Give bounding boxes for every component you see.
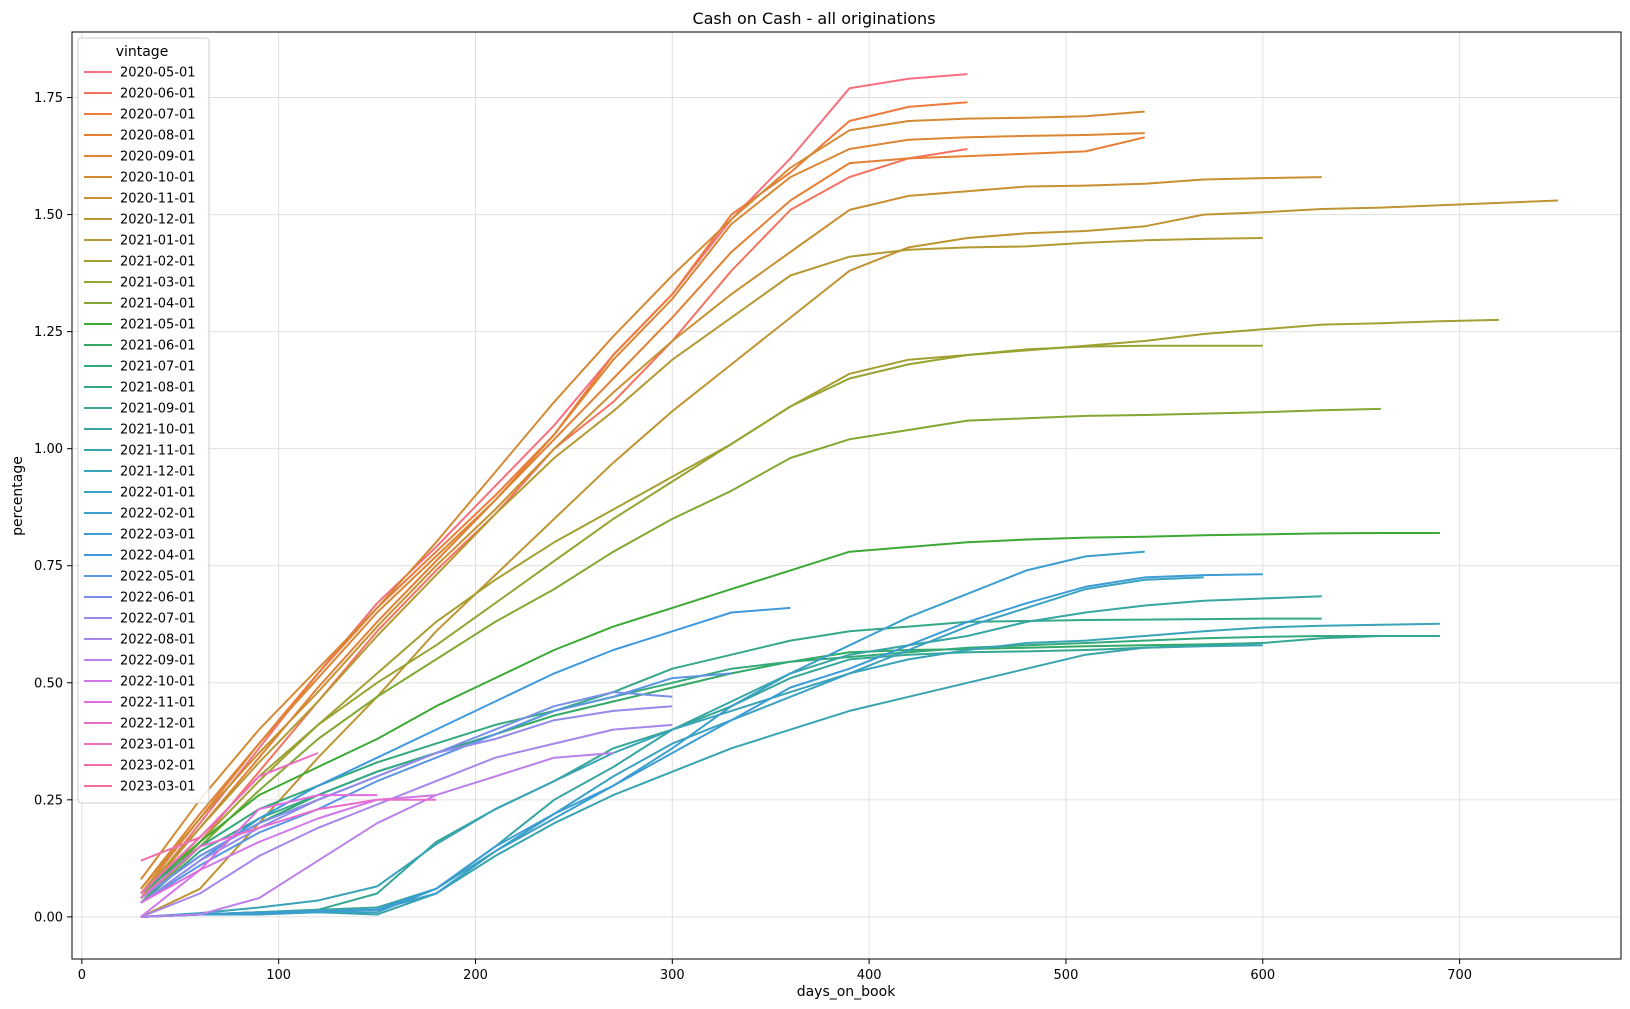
legend-title: vintage bbox=[116, 44, 169, 60]
series-line-2020-10-01 bbox=[140, 110, 1145, 880]
y-tick-label: 1.75 bbox=[34, 91, 63, 106]
legend-entry: 2022-05-01 bbox=[120, 570, 196, 585]
legend-entry: 2021-02-01 bbox=[120, 255, 196, 270]
series-line-2022-12-01 bbox=[140, 798, 437, 899]
series-layer bbox=[140, 73, 1559, 918]
x-axis-ticks: 0 100 200 300 400 500 600 700 bbox=[78, 959, 1472, 983]
y-axis-label: percentage bbox=[10, 456, 26, 536]
legend: vintage 2020-05-012020-06-012020-07-0120… bbox=[77, 37, 210, 804]
y-tick-label: 0.25 bbox=[34, 793, 63, 808]
legend-entry: 2022-11-01 bbox=[120, 696, 196, 711]
legend-entry: 2020-09-01 bbox=[120, 150, 196, 165]
legend-entry: 2022-01-01 bbox=[120, 486, 196, 501]
series-line-2021-04-01 bbox=[140, 407, 1381, 904]
y-tick-label: 0.00 bbox=[34, 910, 63, 925]
series-line-2021-02-01 bbox=[140, 318, 1500, 904]
grid-lines bbox=[72, 32, 1621, 959]
series-line-2023-01-01 bbox=[140, 752, 319, 895]
legend-entry: 2022-09-01 bbox=[120, 654, 196, 669]
series-line-2020-06-01 bbox=[140, 148, 968, 904]
series-line-2023-02-01 bbox=[140, 836, 201, 862]
series-line-2022-04-01 bbox=[140, 606, 791, 904]
legend-entry: 2021-07-01 bbox=[120, 360, 196, 375]
legend-entry: 2021-12-01 bbox=[120, 465, 196, 480]
legend-entry: 2022-04-01 bbox=[120, 549, 196, 564]
y-tick-label: 0.50 bbox=[34, 676, 63, 691]
legend-entry: 2022-08-01 bbox=[120, 633, 196, 648]
series-line-2022-11-01 bbox=[140, 794, 378, 904]
x-tick-label: 300 bbox=[660, 968, 685, 983]
legend-entry: 2021-04-01 bbox=[120, 297, 196, 312]
series-line-2021-12-01 bbox=[140, 622, 1440, 918]
y-tick-label: 0.75 bbox=[34, 559, 63, 574]
series-line-2022-08-01 bbox=[140, 723, 673, 918]
series-line-2021-09-01 bbox=[140, 635, 1440, 918]
series-line-2022-05-01 bbox=[140, 672, 732, 904]
legend-entry: 2022-12-01 bbox=[120, 717, 196, 732]
legend-entry: 2021-09-01 bbox=[120, 402, 196, 417]
legend-entry: 2020-07-01 bbox=[120, 108, 196, 123]
x-tick-label: 0 bbox=[78, 968, 86, 983]
legend-entry: 2021-01-01 bbox=[120, 234, 196, 249]
legend-entry: 2021-06-01 bbox=[120, 339, 196, 354]
series-line-2021-10-01 bbox=[140, 595, 1322, 918]
x-tick-label: 200 bbox=[463, 968, 488, 983]
series-line-2021-01-01 bbox=[140, 237, 1263, 895]
series-line-2020-09-01 bbox=[140, 132, 1145, 890]
legend-box bbox=[77, 37, 210, 804]
y-tick-label: 1.00 bbox=[34, 442, 63, 457]
chart-title: Cash on Cash - all originations bbox=[692, 9, 935, 28]
x-tick-label: 500 bbox=[1054, 968, 1079, 983]
legend-entry: 2022-10-01 bbox=[120, 675, 196, 690]
x-tick-label: 600 bbox=[1250, 968, 1275, 983]
y-axis-ticks: 0.00 0.25 0.50 0.75 1.00 1.25 1.50 1.75 bbox=[34, 91, 72, 925]
legend-entry: 2022-02-01 bbox=[120, 507, 196, 522]
series-line-2022-07-01 bbox=[140, 705, 673, 904]
legend-entry: 2021-11-01 bbox=[120, 444, 196, 459]
series-line-2021-08-01 bbox=[140, 617, 1322, 904]
legend-items: 2020-05-01 2020-06-01 2020-07-01 2020-08-01… bbox=[84, 66, 196, 795]
x-axis-label: days_on_book bbox=[797, 984, 897, 1000]
legend-entry: 2021-03-01 bbox=[120, 276, 196, 291]
plot-frame bbox=[71, 31, 1622, 960]
legend-entry: 2021-10-01 bbox=[120, 423, 196, 438]
series-line-2020-08-01 bbox=[140, 136, 1145, 899]
series-line-2021-05-01 bbox=[140, 532, 1440, 895]
legend-entry: 2020-12-01 bbox=[120, 213, 196, 228]
y-tick-label: 1.50 bbox=[34, 208, 63, 223]
series-line-2021-07-01 bbox=[140, 635, 1381, 895]
legend-entry: 2022-07-01 bbox=[120, 612, 196, 627]
legend-entry: 2021-08-01 bbox=[120, 381, 196, 396]
series-line-2022-03-01 bbox=[140, 573, 1263, 918]
x-tick-label: 400 bbox=[857, 968, 882, 983]
legend-entry: 2020-08-01 bbox=[120, 129, 196, 144]
y-tick-label: 1.25 bbox=[34, 325, 63, 340]
legend-entry: 2020-05-01 bbox=[120, 66, 196, 81]
series-line-2020-05-01 bbox=[140, 73, 968, 899]
series-line-2021-03-01 bbox=[140, 344, 1263, 899]
series-line-2020-12-01 bbox=[140, 199, 1559, 918]
legend-entry: 2020-06-01 bbox=[120, 87, 196, 102]
legend-entry: 2023-01-01 bbox=[120, 738, 196, 753]
legend-entry: 2023-03-01 bbox=[120, 780, 196, 795]
legend-entry: 2022-06-01 bbox=[120, 591, 196, 606]
series-line-2022-09-01 bbox=[140, 752, 614, 918]
series-line-2020-11-01 bbox=[140, 176, 1322, 890]
legend-entry: 2021-05-01 bbox=[120, 318, 196, 333]
x-tick-label: 100 bbox=[266, 968, 291, 983]
legend-entry: 2022-03-01 bbox=[120, 528, 196, 543]
x-tick-label: 700 bbox=[1447, 968, 1472, 983]
legend-entry: 2023-02-01 bbox=[120, 759, 196, 774]
legend-entry: 2020-10-01 bbox=[120, 171, 196, 186]
legend-entry: 2020-11-01 bbox=[120, 192, 196, 207]
